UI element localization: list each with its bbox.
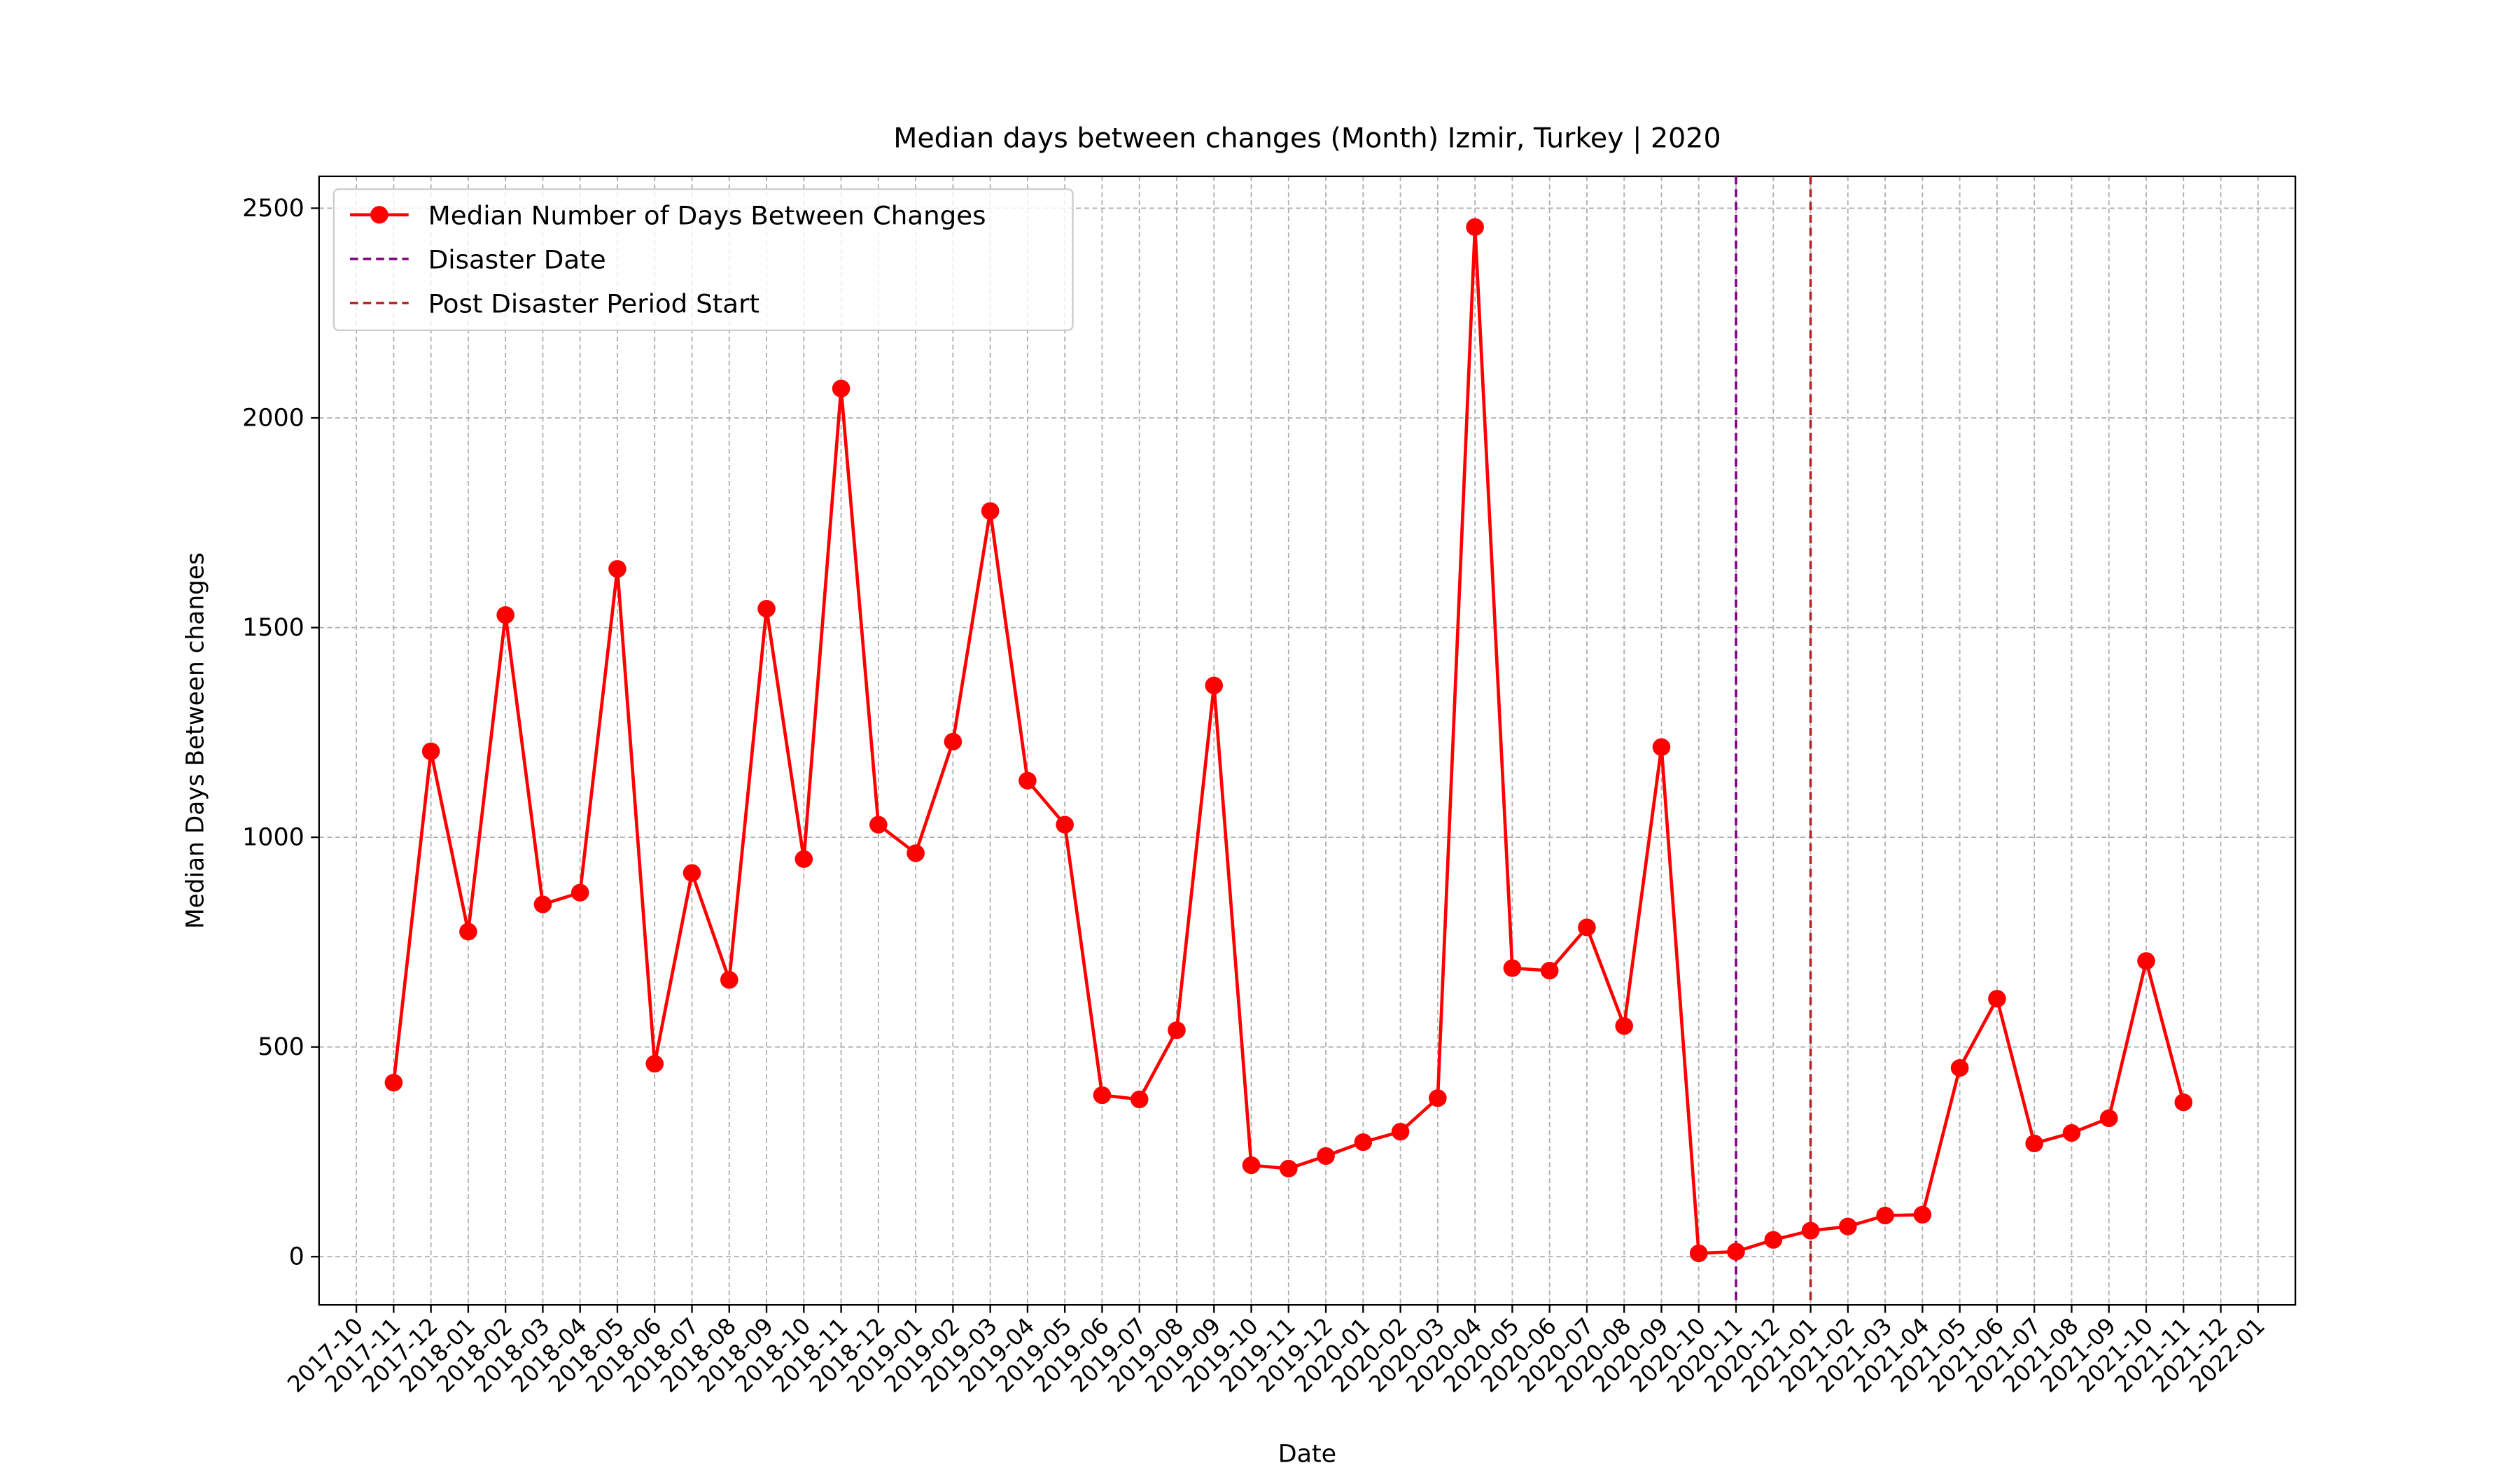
y-tick-label: 2500 [242,195,304,223]
legend-label: Median Number of Days Between Changes [428,201,986,231]
legend-box [332,188,1074,331]
legend-marker [370,206,388,224]
data-point [1950,1059,1969,1077]
y-tick-label: 500 [258,1033,304,1061]
data-point [832,379,850,398]
data-point [757,599,776,618]
data-point [682,864,701,882]
data-point [421,742,440,760]
data-point [2174,1093,2193,1112]
data-point [981,502,1000,520]
x-axis-label: Date [1278,1441,1336,1469]
data-point [1391,1123,1410,1141]
data-point [1130,1090,1149,1109]
data-point [1839,1217,1857,1236]
chart-title: Median days between changes (Month) Izmi… [893,123,1721,155]
data-point [1466,218,1484,236]
data-point [570,883,589,902]
data-point [1093,1086,1112,1105]
data-point [1652,738,1671,756]
data-point [384,1073,403,1092]
y-tick-label: 2000 [242,405,304,433]
data-point [1317,1147,1335,1166]
y-tick-label: 0 [289,1243,304,1271]
data-point [720,971,738,989]
data-point [1913,1205,1932,1224]
data-point [2062,1124,2081,1142]
data-point [608,560,626,578]
data-point [2025,1134,2043,1153]
data-point [1018,771,1037,790]
y-tick-label: 1000 [242,824,304,852]
data-point [794,850,813,868]
data-point [1727,1242,1745,1261]
legend-label: Disaster Date [428,245,606,275]
data-point [2099,1109,2118,1128]
data-point [1205,676,1224,694]
data-point [1615,1017,1634,1035]
data-point [645,1055,664,1073]
data-point [1056,816,1074,834]
data-point [1168,1021,1186,1040]
data-point [1988,990,2006,1008]
data-point [944,732,962,751]
plot-frame [318,175,2297,1306]
data-point [1354,1133,1373,1152]
data-point [869,816,888,834]
data-point [1801,1222,1820,1240]
data-point [1578,918,1596,937]
data-point [1689,1244,1708,1263]
y-axis-label: Median Days Between changes [181,552,209,929]
y-tick-label: 1500 [242,614,304,642]
data-point [496,606,514,624]
data-point [459,923,477,941]
legend-label: Post Disaster Period Start [428,289,760,319]
data-point [1540,962,1559,980]
data-point [1242,1156,1261,1175]
data-point [1876,1206,1894,1225]
data-point [1503,959,1522,977]
data-point [1280,1159,1298,1178]
data-point [1429,1089,1447,1107]
legend: Median Number of Days Between Changes Dis… [332,188,1074,331]
data-point [533,895,552,913]
data-point [2137,952,2155,970]
data-point [906,844,925,862]
data-point [1764,1231,1783,1249]
